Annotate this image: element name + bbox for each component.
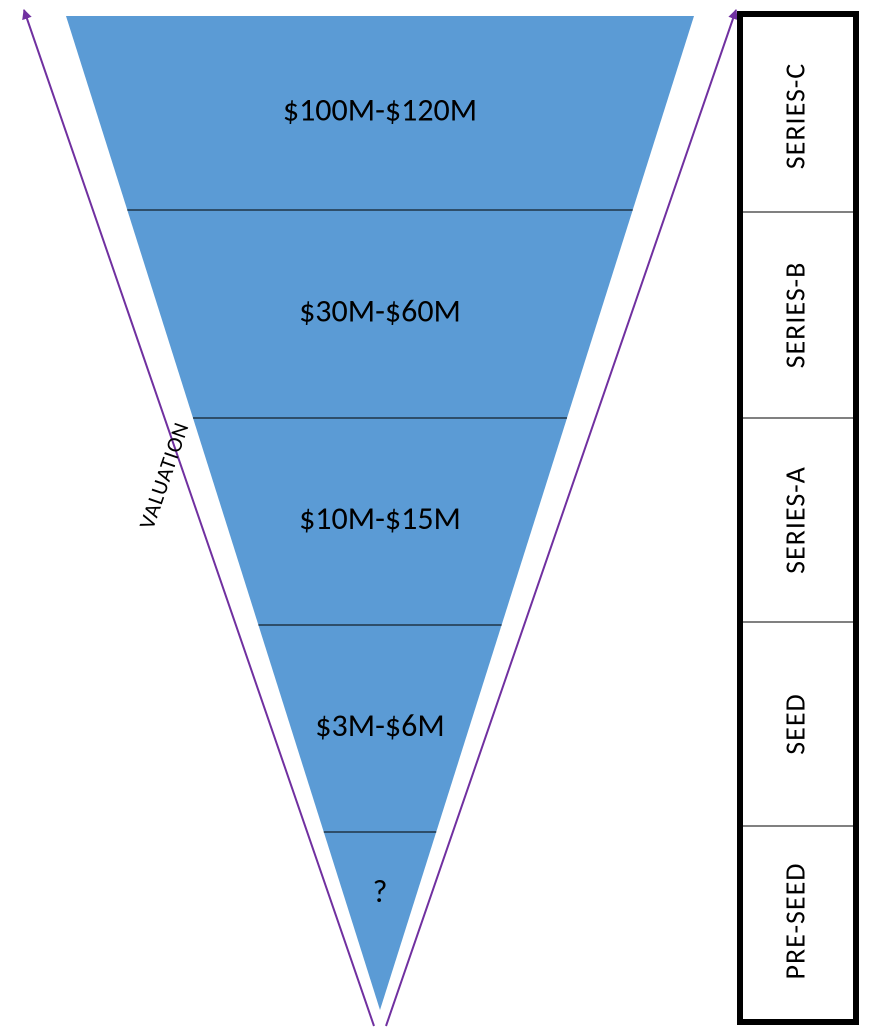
funnel-segment-label: $100M-$120M	[283, 91, 477, 130]
funnel-segment-label: $30M-$60M	[299, 292, 461, 331]
diagram-root: $100M-$120M$30M-$60M$10M-$15M$3M-$6M?VAL…	[0, 0, 872, 1036]
stage-label: SERIES-B	[778, 262, 813, 369]
stage-label: SERIES-C	[778, 63, 813, 169]
funnel-segment-label: ?	[373, 872, 388, 911]
funnel-segment-label: $3M-$6M	[315, 706, 444, 745]
stage-label: SEED	[778, 693, 813, 754]
stage-label: PRE-SEED	[778, 863, 813, 980]
diagram-svg: $100M-$120M$30M-$60M$10M-$15M$3M-$6M?VAL…	[0, 0, 872, 1036]
stage-label: SERIES-A	[778, 466, 813, 574]
funnel-segment-label: $10M-$15M	[299, 499, 461, 538]
